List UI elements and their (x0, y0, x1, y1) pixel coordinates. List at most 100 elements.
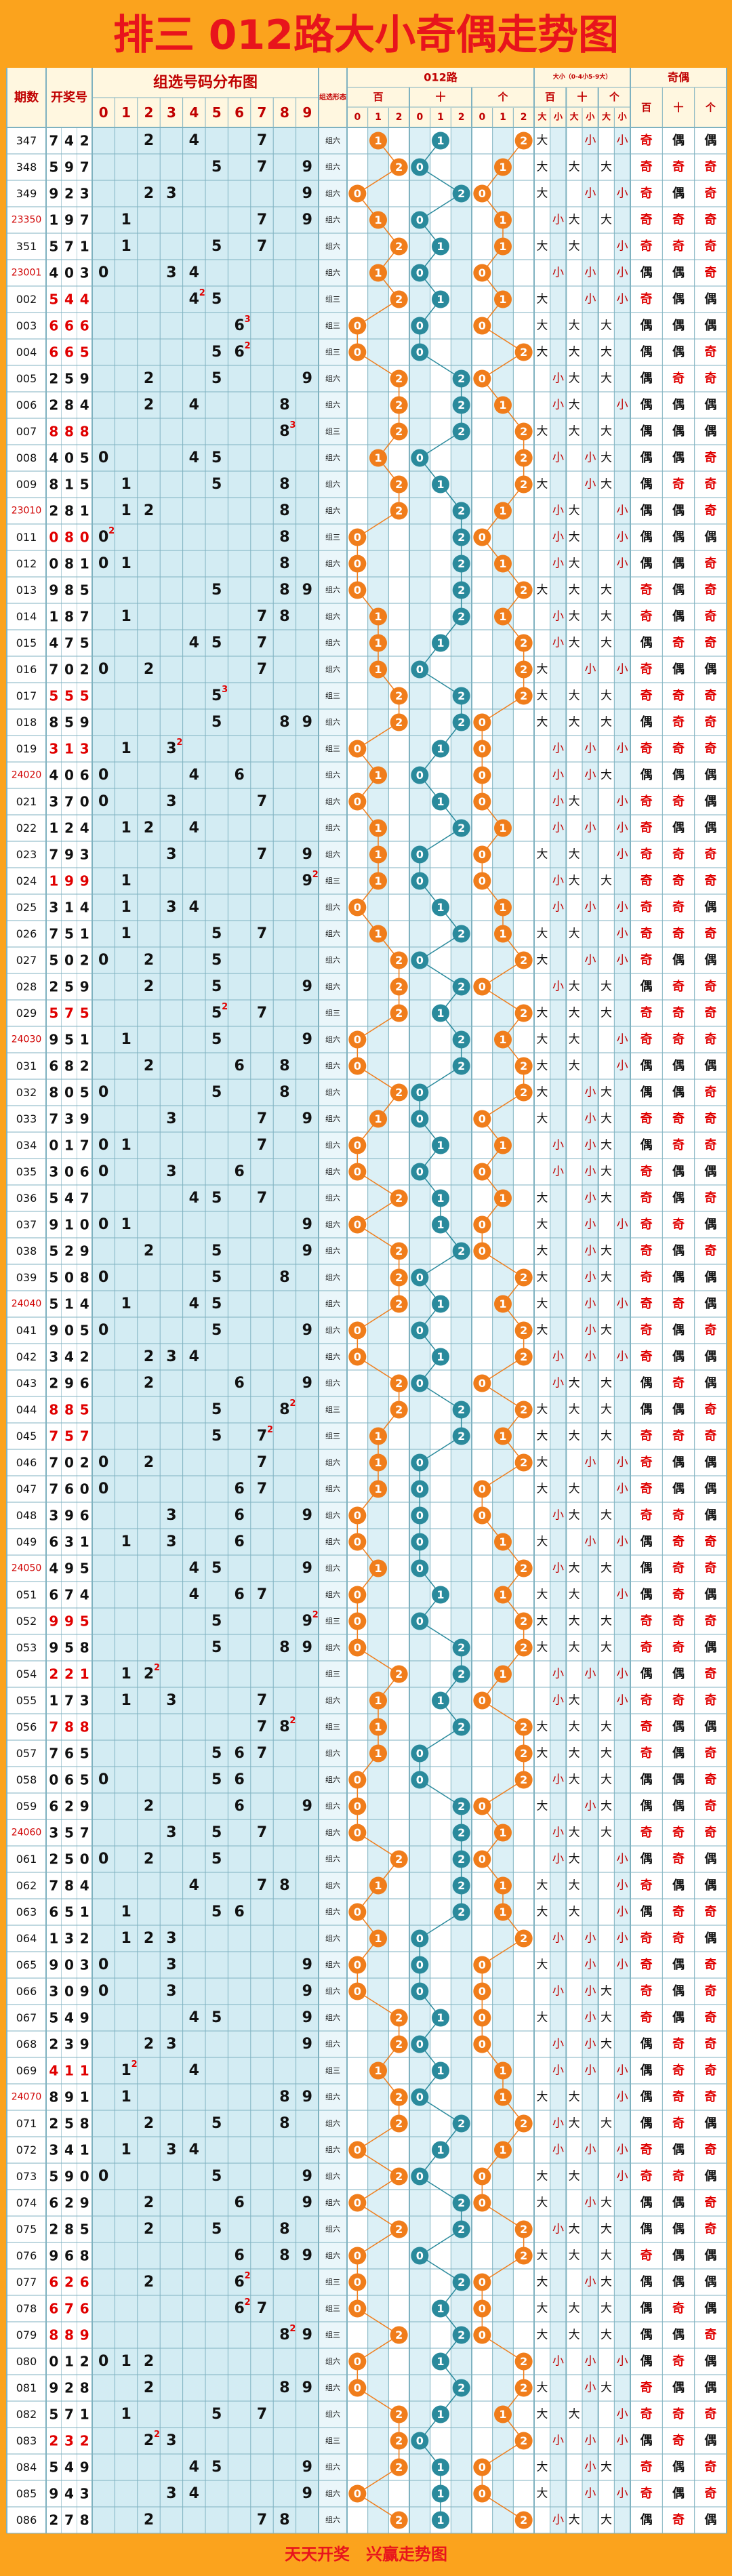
issue: 082 (16, 2408, 37, 2421)
route-value: 2 (458, 1800, 465, 1813)
dist-digit: 1 (121, 1666, 131, 1683)
route-ball (452, 1718, 470, 1736)
route-value: 0 (354, 1509, 361, 1522)
parity-value: 偶 (672, 662, 685, 677)
route-value: 1 (374, 134, 382, 147)
parity-value: 偶 (704, 2301, 716, 2316)
route-ball (411, 1559, 429, 1577)
header-position: 百 (373, 91, 383, 103)
draw-digit: 1 (80, 503, 89, 519)
route-value: 1 (499, 1297, 506, 1310)
size-value: 大 (601, 1165, 612, 1179)
draw-digit: 4 (64, 2010, 74, 2026)
draw-digit: 4 (64, 1190, 74, 1207)
route-value: 2 (520, 1720, 527, 1733)
route-ball (514, 687, 533, 705)
form: 组六 (325, 638, 340, 647)
size-value: 小 (552, 2223, 564, 2236)
issue: 054 (16, 1668, 37, 1681)
route-value: 0 (479, 2170, 486, 2183)
parity-value: 奇 (672, 1032, 685, 1047)
dist-digit: 2 (144, 2512, 154, 2529)
dist-digit: 1 (121, 2353, 131, 2370)
route-value: 0 (479, 742, 486, 755)
dist-digit: 0 (98, 793, 108, 810)
dist-digit: 9 (302, 2459, 312, 2476)
route-ball (473, 978, 491, 996)
size-value: 小 (617, 1535, 628, 1549)
form: 组三 (325, 1008, 340, 1018)
dist-digit: 7 (257, 661, 267, 678)
dist-digit: 3 (166, 793, 176, 810)
size-value: 小 (617, 1932, 628, 1946)
issue: 24030 (12, 1034, 42, 1045)
dist-digit: 5 (211, 2168, 222, 2185)
dist-digit: 6 (234, 1586, 244, 1603)
draw-digit: 6 (49, 1798, 58, 1815)
form: 组六 (325, 2171, 340, 2181)
draw-digit: 1 (49, 1693, 58, 1709)
route-ball (411, 1163, 429, 1181)
dist-digit: 7 (257, 1824, 267, 1841)
draw-digit: 3 (80, 741, 89, 757)
draw-digit: 3 (49, 794, 58, 810)
size-value: 大 (536, 927, 548, 941)
route-ball (432, 132, 449, 150)
form: 组六 (325, 1034, 340, 1044)
size-value: 大 (569, 2091, 580, 2104)
route-ball (473, 184, 491, 203)
route-value: 0 (479, 187, 486, 200)
dist-digit: 4 (189, 899, 199, 916)
route-value: 2 (458, 1720, 465, 1733)
issue: 077 (16, 2276, 37, 2289)
header-route-digit: 0 (416, 112, 423, 123)
route-value: 0 (354, 1033, 361, 1046)
form: 组六 (325, 268, 340, 277)
route-value: 2 (458, 1853, 465, 1866)
draw-digit: 6 (80, 318, 89, 334)
route-value: 2 (520, 2514, 527, 2527)
route-value: 1 (499, 610, 506, 623)
route-ball (432, 1691, 449, 1710)
size-value: 大 (569, 584, 580, 597)
size-value: 大 (601, 1007, 612, 1020)
draw-digit: 6 (49, 344, 58, 361)
route-value: 0 (354, 1985, 361, 1998)
issue: 24070 (12, 2092, 42, 2103)
parity-value: 偶 (704, 1719, 716, 1734)
route-ball (452, 2326, 470, 2344)
parity-value: 奇 (640, 952, 653, 967)
size-value: 大 (569, 610, 580, 624)
dist-digit: 8 (279, 1639, 289, 1656)
dist-digit: 1 (121, 1031, 131, 1048)
size-value: 小 (617, 557, 628, 571)
draw-digit: 9 (49, 1957, 58, 1973)
parity-value: 奇 (640, 2459, 653, 2474)
size-value: 大 (569, 637, 580, 650)
route-ball (411, 449, 429, 467)
issue: 014 (16, 610, 37, 623)
draw-digit: 0 (64, 265, 74, 281)
draw-digit: 0 (80, 2169, 89, 2185)
dist-digit: 9 (302, 872, 312, 889)
route-ball (514, 1453, 533, 1472)
route-ball (452, 925, 470, 943)
draw-digit: 7 (64, 635, 74, 651)
route-value: 2 (520, 1641, 527, 1654)
dist-digit: 8 (279, 1269, 289, 1286)
form: 组六 (325, 1828, 340, 1837)
route-value: 0 (416, 2434, 424, 2447)
dist-digit: 6 (234, 1798, 244, 1815)
draw-digit: 1 (49, 873, 58, 889)
size-value: 大 (569, 531, 580, 544)
route-value: 1 (374, 1112, 382, 1125)
size-value: 小 (617, 399, 628, 412)
draw-digit: 2 (49, 1375, 58, 1392)
dist-digit: 5 (211, 1031, 222, 1048)
size-value: 小 (552, 2064, 564, 2078)
issue: 080 (16, 2355, 37, 2368)
parity-value: 奇 (640, 926, 653, 941)
route-ball (432, 1136, 449, 1154)
size-value: 大 (536, 1720, 548, 1734)
parity-value: 奇 (704, 1561, 716, 1575)
